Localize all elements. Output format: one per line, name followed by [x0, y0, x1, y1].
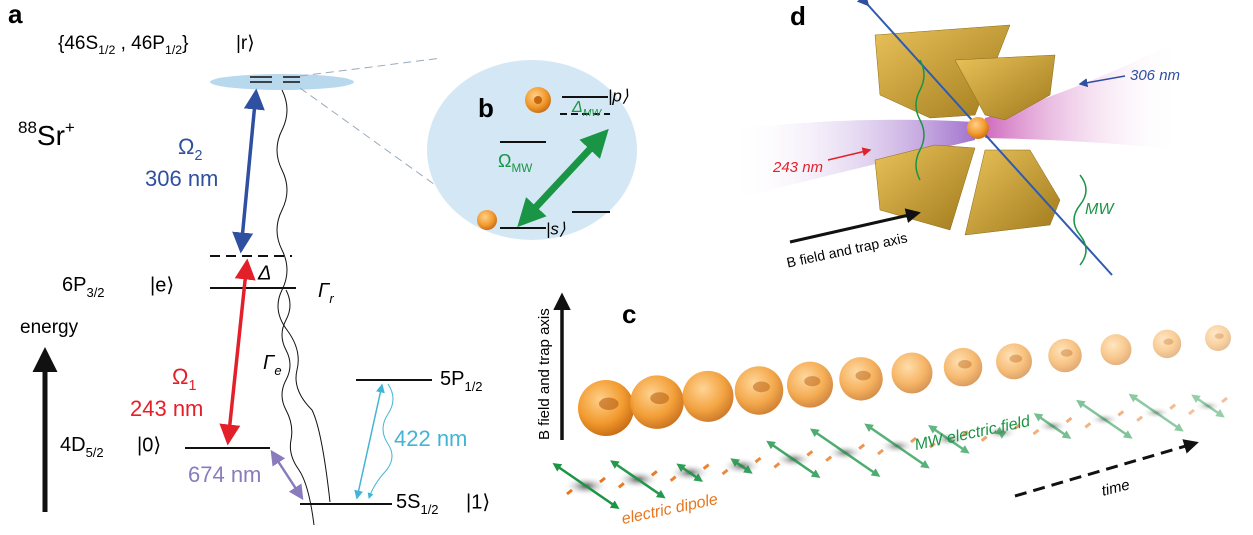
panel-label: d [790, 1, 806, 31]
axis-label: B field and trap axis [785, 229, 909, 270]
dipole-label: electric dipole [620, 491, 719, 528]
panel-label: a [8, 0, 23, 29]
orbital-lobe [753, 382, 770, 393]
wavelength: 674 nm [188, 462, 261, 487]
wavelength: 243 nm [130, 396, 203, 421]
orbital-lobe [650, 392, 669, 404]
level-e-label: 6P3/2 [62, 274, 105, 300]
inset-guide [300, 58, 442, 76]
field-arrow [1132, 396, 1181, 430]
mw-label: MW [1085, 201, 1115, 218]
ket-e: |e⟩ [150, 274, 174, 296]
ket-p: |p⟩ [608, 86, 629, 105]
detuning: Δ [257, 262, 271, 284]
orbital-lobe [856, 371, 871, 381]
ket-s: |s⟩ [546, 219, 566, 238]
wavelength: 243 nm [772, 159, 823, 176]
level-p-label: 5P1/2 [440, 368, 483, 394]
figure: a {46S1/2 , 46P1/2} |r⟩ 88Sr+ Ω2 306 nm … [0, 0, 1253, 535]
orbital [1101, 334, 1132, 365]
gamma-e: Γe [263, 352, 282, 378]
rydberg-states: {46S1/2 , 46P1/2} [58, 33, 189, 57]
transition-306 [241, 92, 256, 250]
level-1-label: 5S1/2 [396, 491, 439, 517]
orbital-lobe [1061, 349, 1073, 356]
orbital-lobe [599, 398, 619, 410]
ket-0: |0⟩ [137, 434, 161, 456]
decay-p [369, 384, 393, 498]
orbital-lobe [1215, 333, 1224, 339]
wavelength: 422 nm [394, 426, 467, 451]
orbital [683, 371, 734, 422]
orbital-lobe [804, 376, 820, 386]
s-orbital [477, 210, 497, 230]
orbital-lobe [1010, 355, 1023, 363]
rydberg-manifold [210, 74, 354, 90]
time-sequence [556, 325, 1231, 507]
field-arrow [813, 431, 877, 475]
wavelength: 306 nm [1130, 67, 1180, 84]
field-arrow [1079, 402, 1129, 437]
panel-label: b [478, 93, 494, 123]
ion-orbital [967, 117, 989, 139]
wavelength: 306 nm [145, 166, 218, 191]
orbital-lobe [1163, 339, 1173, 345]
p-orbital-hole [534, 96, 542, 104]
transition-674 [272, 452, 302, 498]
orbital-lobe [958, 360, 971, 368]
ion: 88Sr+ [18, 118, 75, 151]
time-label: time [1100, 476, 1132, 499]
level-0-label: 4D5/2 [60, 434, 104, 460]
ket-1: |1⟩ [466, 491, 490, 513]
gamma-r: Γr [318, 280, 334, 306]
axis-label: B field and trap axis [536, 308, 553, 440]
energy-label: energy [20, 317, 79, 338]
rabi-1: Ω1 [172, 364, 196, 394]
orbital [892, 353, 933, 394]
rabi-2: Ω2 [178, 134, 202, 164]
panel-label: c [622, 299, 636, 329]
ket-r: |r⟩ [236, 33, 255, 54]
